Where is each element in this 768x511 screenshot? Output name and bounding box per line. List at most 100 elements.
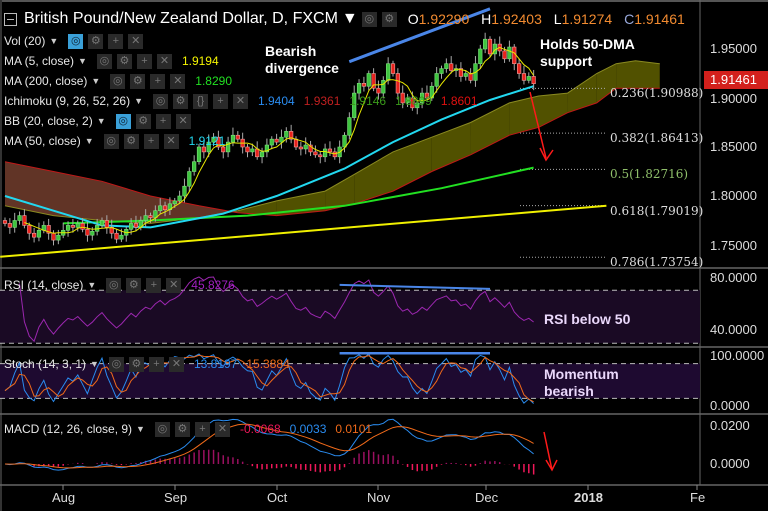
indicator-label[interactable]: MA (5, close) xyxy=(4,54,75,68)
close-icon[interactable]: ✕ xyxy=(156,53,172,69)
gear-icon[interactable]: ⚙ xyxy=(135,113,151,129)
plus-icon[interactable]: + xyxy=(136,53,152,69)
braces-icon[interactable]: {} xyxy=(193,93,208,109)
indicator-legend: BB (20, close, 2) ▼ ◎ ⚙ + ✕ xyxy=(4,113,192,129)
candle-body xyxy=(361,83,367,87)
candle-body xyxy=(264,144,270,153)
ichimoku-cloud-segment xyxy=(509,96,539,136)
eye-icon[interactable]: ◎ xyxy=(68,33,84,49)
collapse-icon[interactable] xyxy=(4,12,17,26)
indicator-legend: MA (200, close) ▼ ◎ ⚙ + ✕ 1.8290 xyxy=(4,73,232,89)
gear-icon[interactable]: ⚙ xyxy=(116,53,132,69)
rsi-axis-label: 40.0000 xyxy=(710,322,757,337)
indicator-value: 1.9121 xyxy=(188,134,226,148)
x-axis-label: Fe xyxy=(690,490,706,505)
stoch-d-line xyxy=(4,354,534,403)
candle-body xyxy=(2,220,8,224)
x-axis-label: Oct xyxy=(267,490,288,505)
gear-icon[interactable]: ⚙ xyxy=(381,11,397,27)
indicator-label[interactable]: MA (50, close) xyxy=(4,134,81,148)
candle-body xyxy=(284,131,289,138)
close-icon[interactable]: ✕ xyxy=(166,277,182,293)
eye-icon[interactable]: ◎ xyxy=(361,11,377,27)
gear-icon[interactable]: ⚙ xyxy=(126,277,142,293)
macd-label[interactable]: MACD (12, 26, close, 9) xyxy=(4,422,133,436)
chevron-down-icon[interactable]: ▼ xyxy=(90,359,99,369)
chevron-down-icon[interactable]: ▼ xyxy=(87,280,97,290)
stoch-axis-label: 0.0000 xyxy=(710,398,750,413)
plus-icon[interactable]: + xyxy=(150,73,166,89)
eye-icon[interactable]: ◎ xyxy=(106,277,122,293)
chevron-down-icon[interactable]: ▼ xyxy=(49,36,59,46)
indicator-label[interactable]: MA (200, close) xyxy=(4,74,88,88)
candle-body xyxy=(279,136,284,143)
candle-body xyxy=(303,144,308,150)
chevron-down-icon[interactable]: ▼ xyxy=(91,76,101,86)
gear-icon[interactable]: ⚙ xyxy=(173,93,188,109)
plus-icon[interactable]: + xyxy=(194,421,210,437)
plus-icon[interactable]: + xyxy=(146,277,162,293)
macd-value: 0.0033 xyxy=(289,422,327,436)
eye-icon[interactable]: ◎ xyxy=(115,113,131,129)
gear-icon[interactable]: ⚙ xyxy=(174,421,190,437)
eye-icon[interactable]: ◎ xyxy=(110,73,126,89)
candle-body xyxy=(22,215,27,226)
fib-level-label: 0.618(1.79019) xyxy=(610,203,704,218)
gear-icon[interactable]: ⚙ xyxy=(128,356,144,372)
ichimoku-span-a xyxy=(4,60,660,224)
plus-icon[interactable]: + xyxy=(108,33,124,49)
plus-icon[interactable]: + xyxy=(143,133,159,149)
candle-body xyxy=(7,223,12,228)
candle-body xyxy=(196,146,202,162)
rsi-label[interactable]: RSI (14, close) xyxy=(4,278,84,292)
close-icon[interactable]: ✕ xyxy=(175,113,191,129)
annotation-holds-50dma: Holds 50-DMA support xyxy=(540,36,635,69)
stoch-label[interactable]: Stoch (14, 3, 1) xyxy=(4,357,87,371)
close-icon[interactable]: ✕ xyxy=(168,356,184,372)
indicator-label[interactable]: Vol (20) xyxy=(4,34,46,48)
chevron-down-icon[interactable]: ▼ xyxy=(136,424,145,434)
eye-icon[interactable]: ◎ xyxy=(103,133,119,149)
candle-body xyxy=(483,38,488,50)
ichimoku-cloud-segment xyxy=(616,60,636,89)
eye-icon[interactable]: ◎ xyxy=(96,53,112,69)
gear-icon[interactable]: ⚙ xyxy=(88,33,104,49)
rsi-axis-label: 80.0000 xyxy=(710,270,757,285)
ichimoku-cloud-segment xyxy=(325,174,355,211)
gear-icon[interactable]: ⚙ xyxy=(130,73,146,89)
close-icon[interactable]: ✕ xyxy=(170,73,186,89)
candle-body xyxy=(182,185,187,197)
eye-icon[interactable]: ◎ xyxy=(154,421,170,437)
candle-body xyxy=(516,63,522,74)
close-icon[interactable]: ✕ xyxy=(128,33,144,49)
candle-body xyxy=(405,97,410,104)
close-icon[interactable]: ✕ xyxy=(233,93,248,109)
chevron-down-icon[interactable]: ▼ xyxy=(84,136,94,146)
macd-signal-line xyxy=(4,423,534,469)
indicator-label[interactable]: Ichimoku (9, 26, 52, 26) xyxy=(4,94,131,108)
indicator-label[interactable]: BB (20, close, 2) xyxy=(4,114,93,128)
candle-body xyxy=(274,138,279,143)
eye-icon[interactable]: ◎ xyxy=(153,93,168,109)
chevron-down-icon[interactable]: ▼ xyxy=(134,96,143,106)
candle-body xyxy=(507,46,512,60)
candle-body xyxy=(90,230,95,236)
chevron-down-icon[interactable]: ▼ xyxy=(78,56,87,66)
plus-icon[interactable]: + xyxy=(213,93,228,109)
close-icon[interactable]: ✕ xyxy=(214,421,230,437)
candle-body xyxy=(119,234,124,240)
macd-legend: MACD (12, 26, close, 9) ▼ ◎ ⚙ + ✕ -0.0068 0.… xyxy=(4,421,372,437)
plus-icon[interactable]: + xyxy=(148,356,164,372)
price-axis-label: 1.75000 xyxy=(710,238,757,253)
eye-icon[interactable]: ◎ xyxy=(108,356,124,372)
candle-body xyxy=(201,146,206,153)
candle-body xyxy=(531,76,536,84)
chevron-down-icon[interactable]: ▼ xyxy=(96,116,106,126)
chevron-down-icon[interactable]: ▼ xyxy=(341,10,358,27)
plus-icon[interactable]: + xyxy=(155,113,171,129)
symbol-title[interactable]: British Pound/New Zealand Dollar, D, FXC… xyxy=(24,10,338,27)
ichimoku-cloud-segment xyxy=(393,137,432,192)
close-icon[interactable]: ✕ xyxy=(163,133,179,149)
gear-icon[interactable]: ⚙ xyxy=(123,133,139,149)
